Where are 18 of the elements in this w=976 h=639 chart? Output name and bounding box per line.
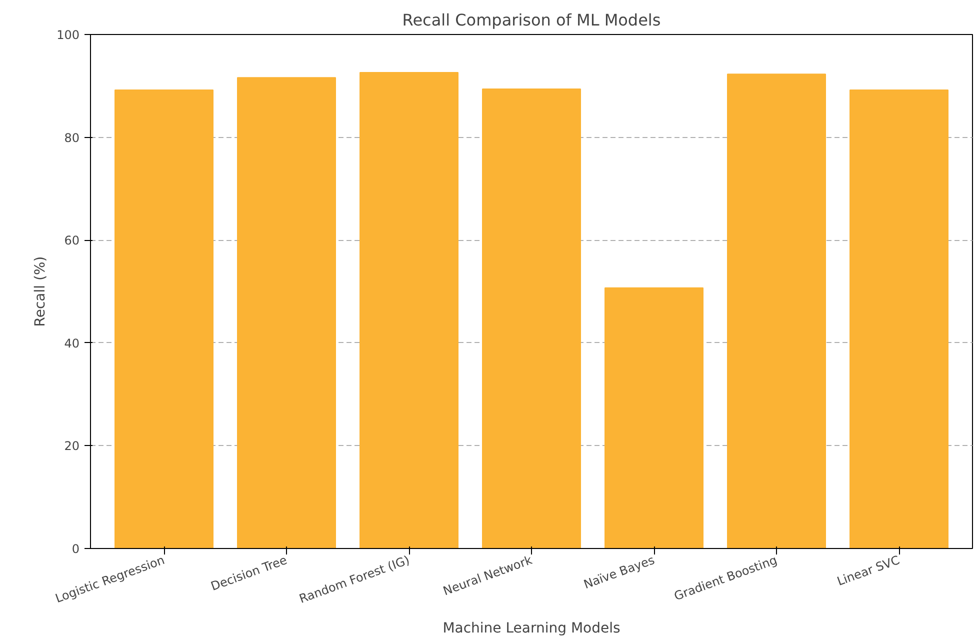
y-tick-label: 80 [64, 130, 80, 145]
y-tick-label: 20 [64, 439, 80, 454]
y-tick-label: 60 [64, 234, 80, 248]
bar [114, 90, 214, 548]
y-tick-label: 0 [72, 542, 80, 556]
y-axis-title: Recall (%) [32, 256, 49, 327]
y-tick-label: 100 [56, 28, 80, 42]
x-tick-label: Linear SVC [835, 552, 902, 588]
x-tick-label: Naïve Bayes [582, 552, 656, 592]
chart-title: Recall Comparison of ML Models [402, 10, 661, 30]
bar [727, 74, 826, 548]
bar [482, 88, 581, 548]
y-tick-label: 40 [64, 336, 80, 350]
bar [360, 72, 458, 548]
x-axis-title: Machine Learning Models [442, 620, 620, 637]
bar [237, 77, 336, 548]
bar [604, 287, 704, 548]
bar [850, 90, 948, 548]
